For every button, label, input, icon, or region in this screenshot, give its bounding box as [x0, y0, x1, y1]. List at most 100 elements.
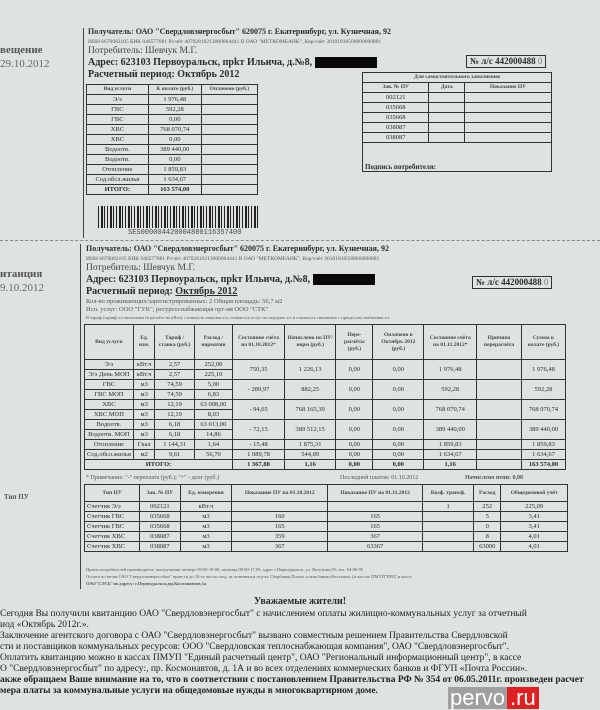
cell: 1 634,67 — [423, 449, 478, 460]
service-name: ГВС — [86, 114, 149, 125]
cell: Счетчик ГВС — [83, 511, 141, 522]
letter-line: мера платы за коммунальные услуги на общ… — [0, 686, 378, 696]
notice-stub-date: 29.10.2012 — [0, 58, 50, 70]
cell: 038087 — [139, 531, 181, 542]
table-row: 002121 — [361, 92, 552, 103]
reading-cell — [464, 122, 552, 133]
cell — [476, 419, 522, 440]
cell: Э/э — [84, 359, 134, 370]
signature-row: Подпись потребителя: — [362, 142, 552, 172]
date-cell — [428, 132, 466, 143]
cell — [476, 449, 522, 460]
cell: 1 875,31 — [283, 439, 337, 450]
column-header: Пере-расчёты (руб.) — [335, 324, 374, 360]
service-name: ГВС — [86, 104, 149, 115]
cell: 367 — [231, 541, 329, 552]
cell: 6,18 — [154, 429, 195, 440]
recipient: Получатель: ОАО "Свердловэнергосбыт" 620… — [86, 244, 389, 253]
cell: 56,70 — [193, 449, 234, 460]
total-value — [476, 459, 522, 470]
table-row: Э/э День МОП кВт.ч 2,57 225,10 — [84, 369, 566, 380]
cell: 544,89 — [283, 449, 337, 460]
total-value: 1 367,88 — [232, 459, 285, 470]
letter-body: Сегодня Вы получили квитанцию ОАО "Сверд… — [0, 609, 584, 697]
paid-cell — [200, 174, 259, 185]
column-header: Показание ПУ — [464, 82, 552, 93]
service-name: ХВС — [86, 134, 149, 145]
cell: 1 089,78 — [232, 449, 285, 460]
table-row: Водоотв. 0,00 — [86, 154, 259, 165]
cell: 0,00 — [335, 419, 374, 440]
cell — [422, 531, 475, 542]
amount-due: 768 070,74 — [147, 124, 202, 135]
reading-cell — [464, 112, 552, 123]
table-row: Отопление 1 859,83 — [86, 164, 259, 175]
total-value: 163 574,00 — [520, 459, 567, 470]
signature-label: Подпись потребителя: — [362, 142, 552, 172]
meter-table: Тип ПУ Зав. № ПУ Ед. измерения Показание ПУ… — [83, 484, 568, 552]
cell: м2 — [132, 449, 156, 460]
column-header: Общедомовой учёт — [500, 484, 568, 502]
meter-serial: 038087 — [361, 132, 430, 143]
cell: м3 — [132, 379, 156, 390]
office-hours: Прием потребителей производится: понедел… — [86, 567, 364, 572]
cell: 225,09 — [500, 501, 568, 512]
tariff-fine-print: В тариф (тариф) э/э включены (в расчёте … — [86, 315, 390, 320]
cell — [476, 399, 522, 420]
cell: 0,00 — [335, 359, 374, 380]
cell: - 289,97 — [232, 379, 285, 400]
column-header: Состояние счёта на 01.11.2012* — [423, 324, 478, 360]
cell: Счетчик ГВС — [83, 521, 141, 532]
cell: 165 — [327, 521, 424, 532]
column-header: Начислено по ПУ/норм (руб.) — [283, 324, 337, 360]
cell: м3 — [179, 521, 233, 532]
consumer: Потребитель: Шевчук М.Г. — [86, 263, 196, 273]
period: Расчетный период: Октябрь 2012 — [88, 69, 240, 80]
column-header: Показание ПУ на 01.11.2012 — [327, 484, 424, 502]
period-label: Расчетный период: — [86, 286, 173, 297]
charges-table: Вид услуги Ед. изм. Тариф / ставка (руб.) Р… — [83, 324, 567, 470]
cut-line — [83, 28, 84, 238]
table-row: Сод.обсл.жилья 1 634,67 — [86, 174, 259, 185]
cell: 592,28 — [423, 379, 478, 400]
cell: 225,10 — [193, 369, 234, 380]
bank-details: ИНН 6670082105 БИК 046577881 Р/счёт 4070… — [86, 256, 380, 262]
cell: кВт.ч — [132, 359, 156, 370]
cell: 2,57 — [154, 369, 195, 380]
recipient: Получатель: ОАО "Свердловэнергосбыт" 620… — [88, 27, 391, 36]
address: Адрес: 623103 Первоуральск, прkт Ильича,… — [86, 274, 311, 285]
meter-serial: 038087 — [361, 122, 430, 133]
redacted-apartment — [314, 57, 377, 69]
account-number: № л/с 442000488 0 — [472, 276, 553, 289]
cell: 768 070,74 — [423, 399, 478, 420]
cell: 882,25 — [283, 379, 337, 400]
table-row: ХВС 0,00 — [86, 134, 259, 145]
paid-cell — [200, 124, 259, 135]
table-row: ХВС 768 070,74 — [86, 124, 259, 135]
cell: 4,01 — [500, 541, 568, 552]
cell: 0,00 — [335, 379, 374, 400]
cell: 0,00 — [372, 379, 425, 400]
cell: 1 976,48 — [423, 359, 478, 380]
cell: 12,19 — [154, 409, 195, 420]
letter-line: О "Свердловэнергосбыт" по адресу:, пр. К… — [0, 664, 528, 674]
cell — [476, 379, 522, 400]
cell: 035668 — [139, 511, 181, 522]
table-row: 035668 — [361, 102, 552, 113]
paid-cell — [200, 114, 259, 125]
column-header: Зав. № ПУ — [139, 484, 181, 502]
date-cell — [428, 102, 466, 113]
amount-due: 0,00 — [147, 114, 202, 125]
table-row: Водоотв. 389 440,00 — [86, 144, 259, 155]
meter-serial: 002121 — [361, 92, 430, 103]
cell: 750,35 — [232, 359, 285, 380]
cell: 74,59 — [154, 389, 195, 400]
table-row: Счетчик ГВС 035668 м3 165 165 0 3,41 — [83, 521, 568, 532]
amount-due: 0,00 — [147, 134, 202, 145]
table-row: ГВС 592,28 — [86, 104, 259, 115]
table-row: 038087 — [361, 132, 552, 143]
cell: 12,19 — [154, 399, 195, 410]
column-header: Тип ПУ — [83, 484, 141, 502]
table-row: Счетчик ГВС 035668 м3 160 165 5 3,41 — [83, 511, 568, 522]
letter-title: Уважаемые жители! — [253, 596, 347, 607]
